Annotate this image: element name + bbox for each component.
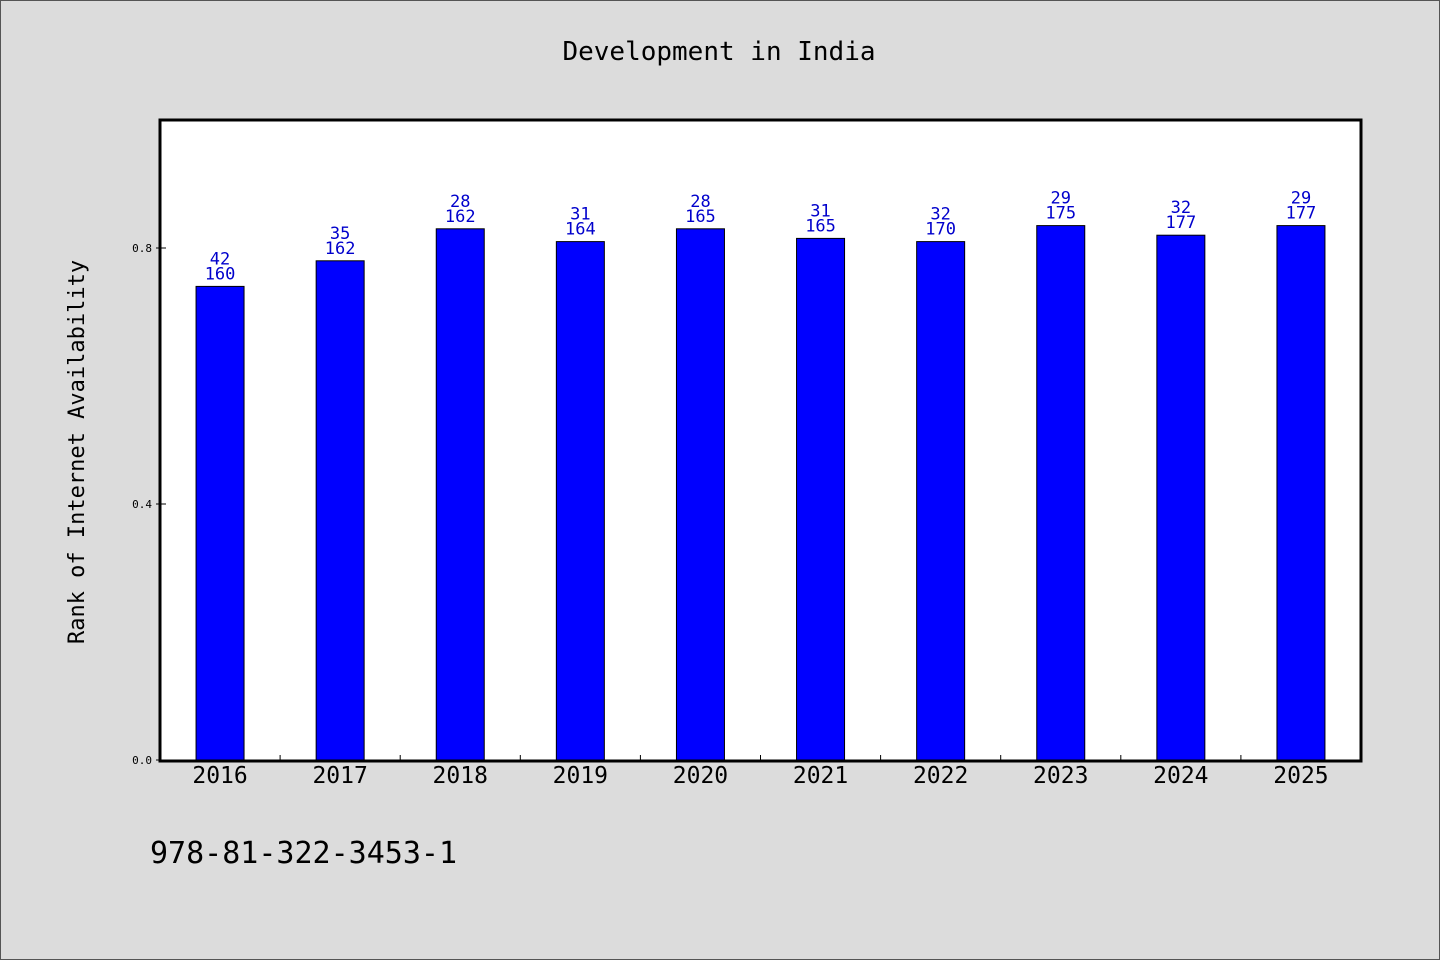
x-tick-label: 2019 [553,763,608,789]
y-tick-label: 0.4 [132,498,152,511]
x-tick-label: 2016 [192,763,247,789]
bar [315,260,365,761]
footer-isbn: 978-81-322-3453-1 [150,836,457,871]
x-tick-label: 2021 [793,763,848,789]
bar-label-bottom: 165 [805,216,836,236]
bar-label-top: 28 [690,192,710,212]
bar-label-top: 31 [570,205,590,225]
y-axis-label: Rank of Internet Availability [65,260,90,644]
y-tick-label: 0.8 [132,242,152,255]
x-tick-label: 2022 [913,763,968,789]
bar-label-bottom: 160 [205,264,236,284]
bar-label-bottom: 177 [1165,213,1196,233]
bar [195,285,245,761]
bar-label-top: 35 [330,224,350,244]
x-axis-ticks: 2016 2017 2018 2019 2020 2021 2022 2023 2024 2025 [192,755,1329,789]
y-axis-ticks: 0.0 0.4 0.8 [132,242,166,767]
bar [796,237,846,761]
x-tick-label: 2017 [312,763,367,789]
x-tick-label: 2025 [1273,763,1328,789]
chart-title: Development in India [562,37,875,67]
bar-label-top: 29 [1051,189,1071,209]
bar-label-top: 32 [930,205,950,225]
bar-label-bottom: 175 [1045,204,1076,224]
bar-label-bottom: 162 [325,239,356,259]
x-tick-label: 2024 [1153,763,1208,789]
y-tick-label: 0.0 [132,754,152,767]
bar [675,228,725,761]
bar-label-bottom: 170 [925,220,956,240]
bar [1276,225,1326,761]
bar [1156,234,1206,761]
bar-label-top: 29 [1291,189,1311,209]
x-tick-label: 2018 [433,763,488,789]
bar-label-bottom: 165 [685,207,716,227]
x-tick-label: 2023 [1033,763,1088,789]
bar-label-top: 42 [210,249,230,269]
bar-label-top: 32 [1171,198,1191,218]
bar [916,241,966,761]
bar [555,241,605,761]
bar [435,228,485,761]
bar-label-bottom: 177 [1286,204,1317,224]
bar [1036,225,1086,761]
bar-label-top: 31 [810,201,830,221]
x-tick-label: 2020 [673,763,728,789]
bar-label-bottom: 164 [565,220,596,240]
bar-label-bottom: 162 [445,207,476,227]
bar-label-top: 28 [450,192,470,212]
